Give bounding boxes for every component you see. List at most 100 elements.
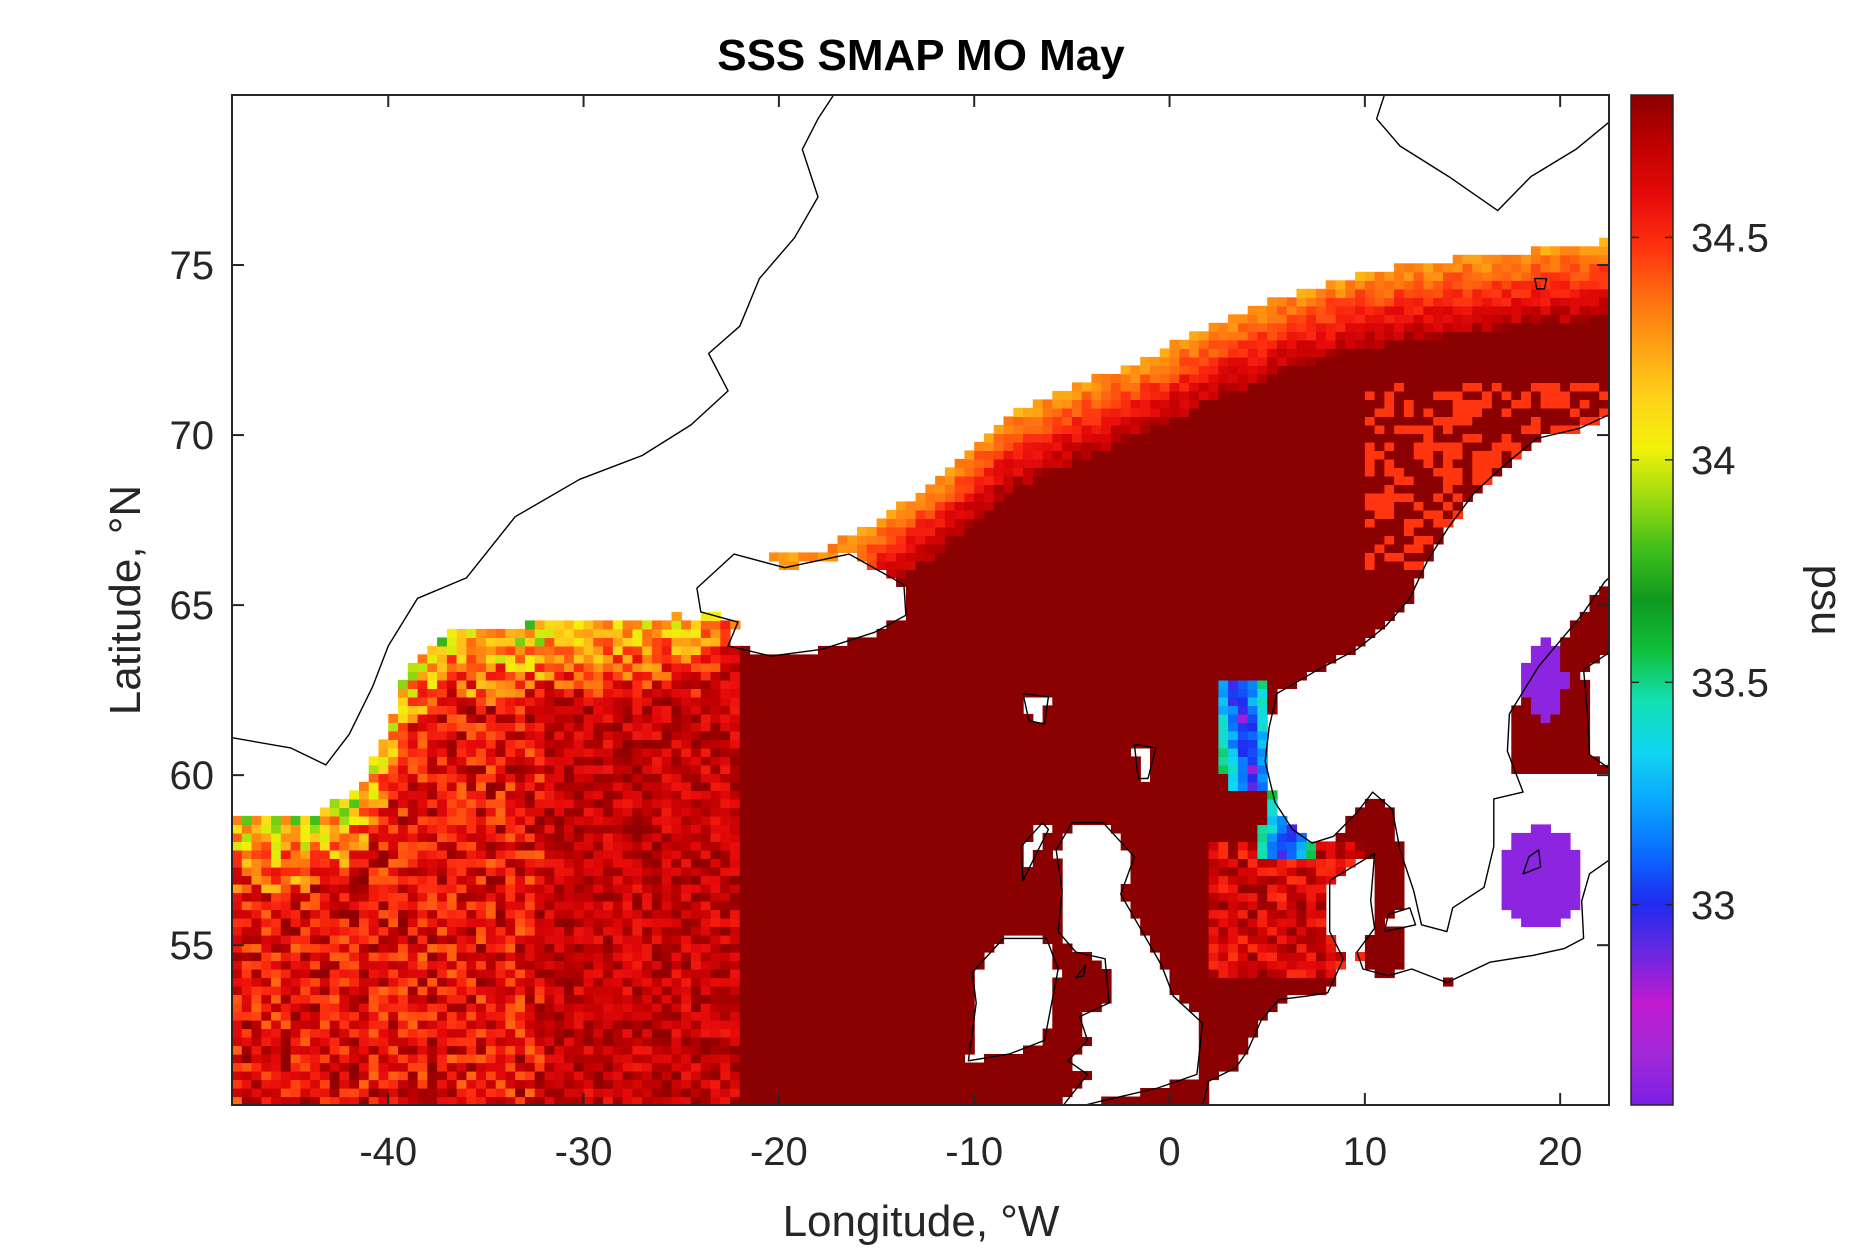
salinity-cell bbox=[359, 790, 370, 800]
salinity-cell bbox=[593, 1071, 604, 1081]
salinity-cell bbox=[446, 952, 458, 962]
salinity-cell bbox=[642, 986, 653, 996]
salinity-cell bbox=[993, 892, 1005, 902]
salinity-cell bbox=[769, 1096, 780, 1105]
salinity-cell bbox=[730, 713, 741, 723]
salinity-cell bbox=[993, 424, 1005, 434]
salinity-cell bbox=[661, 1071, 673, 1081]
salinity-cell bbox=[261, 994, 272, 1004]
salinity-cell bbox=[427, 1003, 438, 1013]
salinity-cell bbox=[827, 662, 839, 672]
salinity-cell bbox=[720, 654, 731, 664]
salinity-cell bbox=[935, 832, 946, 842]
salinity-cell bbox=[700, 1037, 712, 1047]
salinity-cell bbox=[515, 722, 526, 732]
salinity-cell bbox=[349, 1037, 360, 1047]
salinity-cell bbox=[437, 977, 448, 987]
salinity-cell bbox=[456, 798, 467, 808]
salinity-cell bbox=[984, 790, 995, 800]
salinity-cell bbox=[1101, 662, 1112, 672]
salinity-cell bbox=[525, 952, 536, 962]
salinity-cell bbox=[466, 977, 477, 987]
salinity-cell bbox=[866, 1096, 878, 1105]
salinity-cell bbox=[720, 926, 731, 936]
salinity-cell bbox=[368, 756, 380, 766]
salinity-cell bbox=[485, 832, 497, 842]
salinity-cell bbox=[446, 994, 458, 1004]
salinity-cell bbox=[417, 1079, 428, 1089]
salinity-cell bbox=[886, 952, 897, 962]
salinity-cell bbox=[1032, 645, 1044, 655]
salinity-cell bbox=[329, 798, 341, 808]
salinity-cell bbox=[310, 960, 321, 970]
salinity-cell bbox=[808, 807, 819, 817]
salinity-cell bbox=[1003, 637, 1014, 647]
salinity-cell bbox=[935, 747, 946, 757]
salinity-cell bbox=[808, 875, 819, 885]
salinity-cell bbox=[515, 867, 526, 877]
salinity-cell bbox=[984, 679, 995, 689]
salinity-cell bbox=[632, 1071, 643, 1081]
salinity-cell bbox=[671, 1096, 682, 1105]
salinity-cell bbox=[427, 875, 438, 885]
salinity-cell bbox=[847, 662, 858, 672]
salinity-cell bbox=[573, 781, 585, 791]
salinity-cell bbox=[954, 603, 966, 613]
salinity-cell bbox=[525, 943, 536, 953]
salinity-cell bbox=[427, 679, 438, 689]
salinity-cell bbox=[1003, 569, 1014, 579]
salinity-cell bbox=[466, 909, 477, 919]
salinity-cell bbox=[720, 671, 731, 681]
salinity-cell bbox=[583, 654, 594, 664]
salinity-cell bbox=[1071, 620, 1083, 630]
salinity-cell bbox=[769, 807, 780, 817]
salinity-cell bbox=[876, 1054, 887, 1064]
salinity-cell bbox=[1032, 926, 1044, 936]
salinity-cell bbox=[651, 1011, 663, 1021]
salinity-cell bbox=[827, 918, 839, 928]
salinity-cell bbox=[583, 918, 594, 928]
salinity-cell bbox=[525, 679, 536, 689]
salinity-cell bbox=[720, 798, 731, 808]
salinity-cell bbox=[730, 867, 741, 877]
salinity-cell bbox=[935, 807, 946, 817]
salinity-cell bbox=[1003, 807, 1014, 817]
salinity-cell bbox=[495, 781, 507, 791]
salinity-cell bbox=[964, 773, 975, 783]
salinity-cell bbox=[818, 645, 829, 655]
salinity-cell bbox=[280, 926, 292, 936]
salinity-cell bbox=[1042, 586, 1053, 596]
salinity-cell bbox=[564, 969, 575, 979]
salinity-cell bbox=[505, 832, 516, 842]
salinity-cell bbox=[896, 518, 907, 528]
salinity-cell bbox=[407, 790, 419, 800]
salinity-cell bbox=[759, 807, 770, 817]
salinity-cell bbox=[593, 713, 604, 723]
salinity-cell bbox=[681, 1062, 692, 1072]
salinity-cell bbox=[612, 969, 624, 979]
salinity-cell bbox=[1003, 892, 1014, 902]
salinity-cell bbox=[378, 739, 389, 749]
salinity-cell bbox=[730, 798, 741, 808]
salinity-cell bbox=[544, 901, 555, 911]
salinity-cell bbox=[466, 679, 477, 689]
salinity-cell bbox=[271, 994, 282, 1004]
salinity-cell bbox=[1052, 1088, 1063, 1098]
salinity-cell bbox=[915, 509, 926, 519]
salinity-cell bbox=[808, 901, 819, 911]
salinity-cell bbox=[798, 1079, 809, 1089]
salinity-cell bbox=[446, 739, 458, 749]
salinity-cell bbox=[739, 1054, 751, 1064]
salinity-cell bbox=[661, 781, 673, 791]
salinity-cell bbox=[427, 713, 438, 723]
salinity-cell bbox=[681, 1071, 692, 1081]
salinity-cell bbox=[642, 671, 653, 681]
salinity-cell bbox=[798, 1062, 809, 1072]
salinity-cell bbox=[1042, 654, 1053, 664]
salinity-cell bbox=[964, 867, 975, 877]
salinity-cell bbox=[905, 526, 917, 536]
salinity-cell bbox=[710, 1020, 721, 1030]
salinity-cell bbox=[925, 620, 936, 630]
salinity-cell bbox=[993, 535, 1005, 545]
salinity-cell bbox=[583, 969, 594, 979]
